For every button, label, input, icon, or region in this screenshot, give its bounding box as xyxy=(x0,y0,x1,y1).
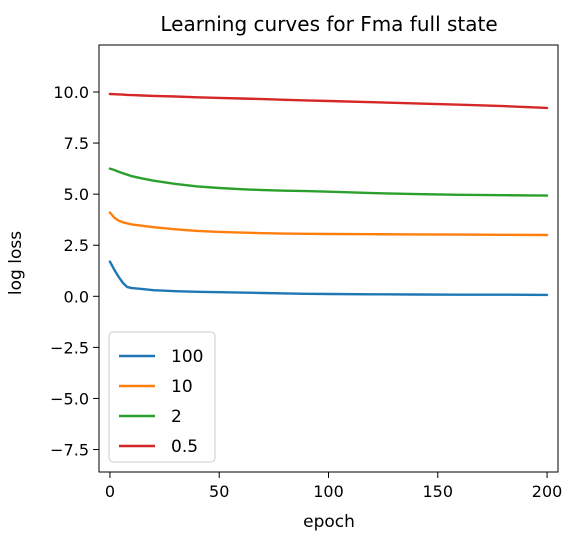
series-line-2 xyxy=(108,167,549,197)
x-axis-ticks: 0 50 100 150 200 xyxy=(105,472,563,501)
y-tick-label: 7.5 xyxy=(64,134,89,153)
y-tick-label: 2.5 xyxy=(64,236,89,255)
series-line-10 xyxy=(108,211,549,237)
x-tick-label: 100 xyxy=(313,482,344,501)
y-tick-label: −2.5 xyxy=(50,338,89,357)
y-tick-label: −5.0 xyxy=(50,389,89,408)
legend-label: 2 xyxy=(171,407,182,427)
x-axis-label: epoch xyxy=(303,512,355,532)
x-tick-label: 200 xyxy=(532,482,563,501)
x-tick-label: 150 xyxy=(423,482,454,501)
legend-label: 0.5 xyxy=(171,437,198,457)
x-tick-label: 50 xyxy=(209,482,229,501)
legend-label: 100 xyxy=(171,347,203,367)
legend-box xyxy=(108,331,216,463)
y-tick-label: 0.0 xyxy=(64,287,89,306)
legend: 100 10 2 0.5 xyxy=(108,331,216,463)
series-line-0-5 xyxy=(108,92,549,110)
y-tick-label: 5.0 xyxy=(64,185,89,204)
series-lines xyxy=(108,92,549,297)
y-tick-label: −7.5 xyxy=(50,441,89,460)
series-line-100 xyxy=(108,260,549,297)
y-axis-ticks: 10.0 7.5 5.0 2.5 0.0 −2.5 −5.0 −7.5 xyxy=(50,83,99,460)
y-tick-label: 10.0 xyxy=(53,83,89,102)
legend-label: 10 xyxy=(171,377,193,397)
y-axis-label: log loss xyxy=(6,231,26,295)
x-tick-label: 0 xyxy=(105,482,115,501)
chart-title: Learning curves for Fma full state xyxy=(160,12,497,36)
